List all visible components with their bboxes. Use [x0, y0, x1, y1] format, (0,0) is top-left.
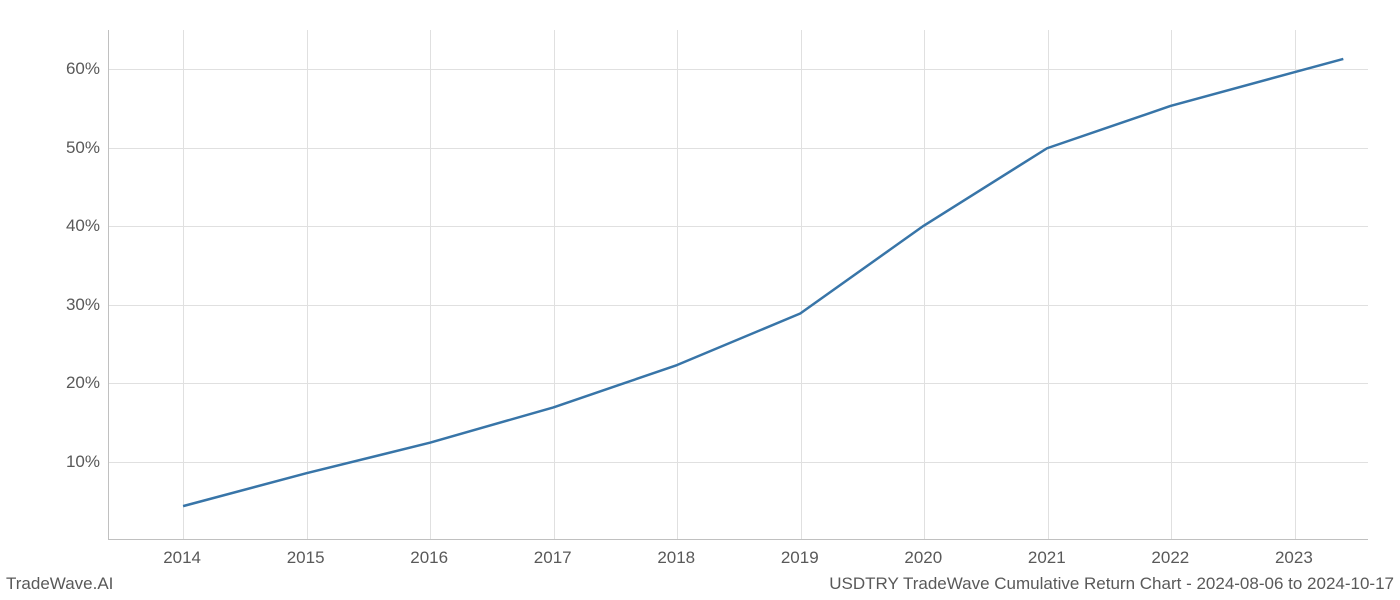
x-tick-label: 2020 — [904, 548, 942, 568]
x-tick-label: 2015 — [287, 548, 325, 568]
x-tick-label: 2022 — [1151, 548, 1189, 568]
y-tick-label: 30% — [54, 295, 100, 315]
line-chart-svg — [109, 30, 1368, 539]
x-tick-label: 2019 — [781, 548, 819, 568]
x-tick-label: 2023 — [1275, 548, 1313, 568]
x-tick-label: 2016 — [410, 548, 448, 568]
data-line — [183, 59, 1343, 506]
x-tick-label: 2021 — [1028, 548, 1066, 568]
x-tick-label: 2017 — [534, 548, 572, 568]
plot-area — [108, 30, 1368, 540]
footer-left-label: TradeWave.AI — [6, 574, 113, 594]
x-tick-label: 2014 — [163, 548, 201, 568]
x-tick-label: 2018 — [657, 548, 695, 568]
y-tick-label: 40% — [54, 216, 100, 236]
y-tick-label: 60% — [54, 59, 100, 79]
footer-right-label: USDTRY TradeWave Cumulative Return Chart… — [829, 574, 1394, 594]
y-tick-label: 20% — [54, 373, 100, 393]
y-tick-label: 10% — [54, 452, 100, 472]
chart-container: 2014201520162017201820192020202120222023… — [108, 30, 1368, 540]
y-tick-label: 50% — [54, 138, 100, 158]
